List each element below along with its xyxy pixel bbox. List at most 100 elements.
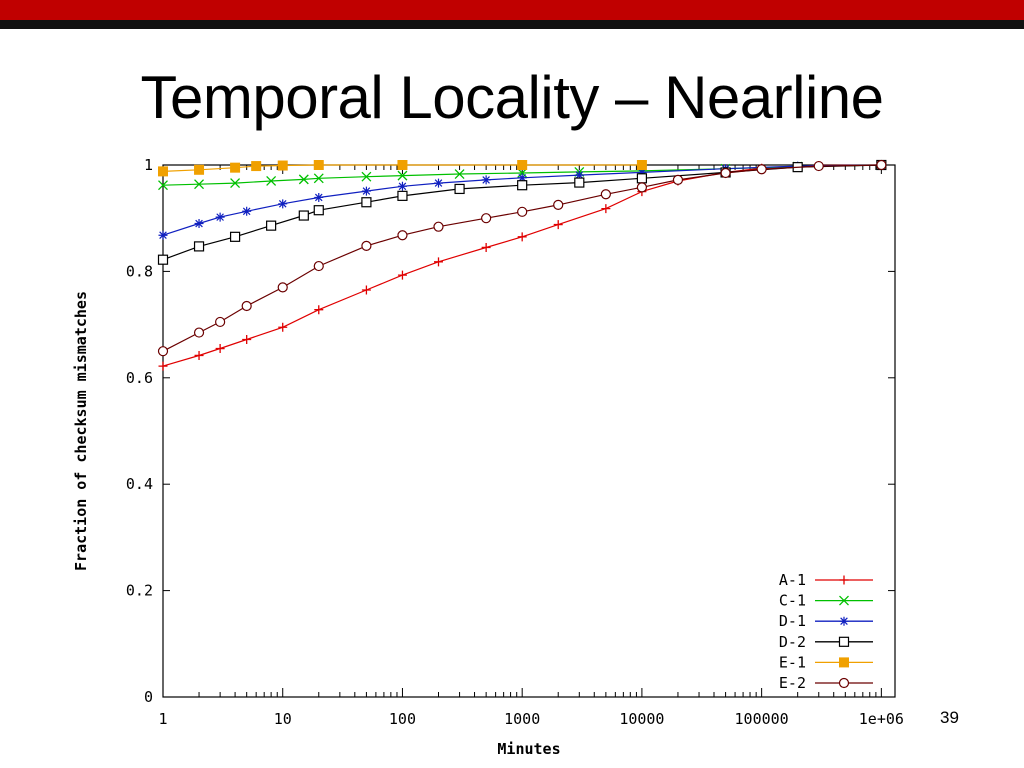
data-point bbox=[517, 232, 527, 242]
x-axis-label: Minutes bbox=[497, 740, 560, 758]
data-point bbox=[481, 213, 492, 224]
data-point bbox=[193, 241, 205, 252]
data-point bbox=[229, 231, 241, 242]
top-accent-bar bbox=[0, 0, 1024, 20]
data-point bbox=[517, 180, 528, 191]
y-tick-label: 0.2 bbox=[126, 582, 153, 600]
legend-label: D-2 bbox=[779, 633, 806, 651]
series-e-1 bbox=[158, 160, 647, 177]
legend: A-1 C-1 D-1 D-2 E-1 E-2 bbox=[779, 571, 873, 692]
data-point bbox=[600, 189, 611, 200]
data-point bbox=[313, 260, 324, 272]
data-point bbox=[313, 173, 324, 184]
data-point bbox=[194, 164, 205, 175]
data-point bbox=[194, 350, 204, 360]
data-point bbox=[574, 170, 584, 180]
x-tick-label: 100 bbox=[389, 710, 416, 728]
data-point bbox=[553, 220, 563, 230]
data-point bbox=[158, 361, 168, 371]
y-tick-label: 0.4 bbox=[126, 475, 153, 493]
data-point bbox=[517, 173, 527, 183]
data-point bbox=[313, 160, 324, 170]
x-tick-label: 1000 bbox=[504, 710, 540, 728]
data-point bbox=[193, 327, 205, 338]
y-tick-label: 1 bbox=[144, 156, 153, 174]
data-point bbox=[756, 164, 767, 175]
data-point bbox=[397, 230, 408, 241]
data-point bbox=[361, 186, 371, 196]
x-tick-label: 100000 bbox=[735, 710, 789, 728]
data-point bbox=[361, 240, 372, 251]
data-point bbox=[230, 162, 241, 173]
data-point bbox=[230, 178, 241, 189]
x-tick-label: 1e+06 bbox=[859, 710, 904, 728]
data-point bbox=[158, 180, 168, 191]
y-tick-label: 0.6 bbox=[126, 369, 153, 387]
data-point bbox=[298, 210, 309, 221]
data-point bbox=[157, 254, 169, 265]
data-point bbox=[876, 159, 887, 171]
series-d-1 bbox=[158, 160, 886, 240]
data-point bbox=[397, 190, 408, 201]
data-point bbox=[397, 270, 407, 280]
data-point bbox=[517, 160, 528, 170]
series-line bbox=[162, 164, 882, 367]
data-point bbox=[266, 220, 277, 231]
data-point bbox=[266, 176, 277, 186]
data-point bbox=[215, 344, 225, 354]
top-dark-bar bbox=[0, 20, 1024, 29]
data-point bbox=[361, 171, 372, 182]
legend-marker bbox=[838, 677, 850, 689]
data-point bbox=[298, 174, 309, 185]
data-point bbox=[313, 205, 324, 216]
data-point bbox=[194, 179, 205, 190]
data-point bbox=[637, 167, 647, 177]
data-point bbox=[481, 175, 491, 185]
data-point bbox=[397, 181, 407, 191]
legend-label: E-2 bbox=[779, 674, 806, 692]
series-layer bbox=[157, 159, 887, 371]
legend-label: D-1 bbox=[779, 612, 806, 630]
legend-label: C-1 bbox=[779, 592, 806, 610]
data-point bbox=[636, 160, 647, 170]
x-axis-ticks: 1 10 100 1000 10000 100000 1e+06 bbox=[158, 165, 904, 728]
data-point bbox=[574, 177, 585, 188]
y-axis-label: Fraction of checksum mismatches bbox=[72, 291, 90, 571]
legend-label: E-1 bbox=[779, 653, 806, 671]
y-axis-ticks: 0 0.2 0.4 0.6 0.8 1 bbox=[126, 156, 895, 706]
data-point bbox=[672, 174, 684, 185]
data-point bbox=[361, 285, 371, 295]
data-point bbox=[241, 300, 252, 312]
data-point bbox=[601, 204, 611, 214]
data-point bbox=[454, 183, 465, 195]
data-point bbox=[314, 192, 324, 202]
data-point bbox=[720, 167, 731, 179]
data-point bbox=[397, 170, 408, 181]
data-point bbox=[636, 182, 648, 193]
data-point bbox=[194, 219, 204, 229]
x-tick-label: 1 bbox=[158, 710, 167, 728]
legend-label: A-1 bbox=[779, 571, 806, 589]
data-point bbox=[278, 322, 288, 332]
data-point bbox=[433, 221, 444, 232]
series-e-2 bbox=[157, 159, 887, 357]
y-tick-label: 0 bbox=[144, 688, 153, 706]
data-point bbox=[454, 169, 465, 180]
legend-marker bbox=[838, 636, 850, 647]
data-point bbox=[636, 173, 648, 184]
data-point bbox=[215, 212, 225, 222]
data-point bbox=[553, 199, 564, 210]
series-line bbox=[162, 164, 882, 352]
data-point bbox=[517, 206, 528, 217]
data-point bbox=[314, 305, 324, 315]
data-point bbox=[242, 206, 252, 216]
data-point bbox=[158, 166, 168, 177]
legend-marker bbox=[839, 595, 849, 606]
slide-title: Temporal Locality – Nearline bbox=[140, 64, 884, 131]
series-line bbox=[162, 164, 882, 236]
data-point bbox=[277, 160, 288, 171]
data-point bbox=[242, 334, 252, 344]
series-a-1 bbox=[158, 160, 886, 371]
data-point bbox=[157, 346, 169, 357]
